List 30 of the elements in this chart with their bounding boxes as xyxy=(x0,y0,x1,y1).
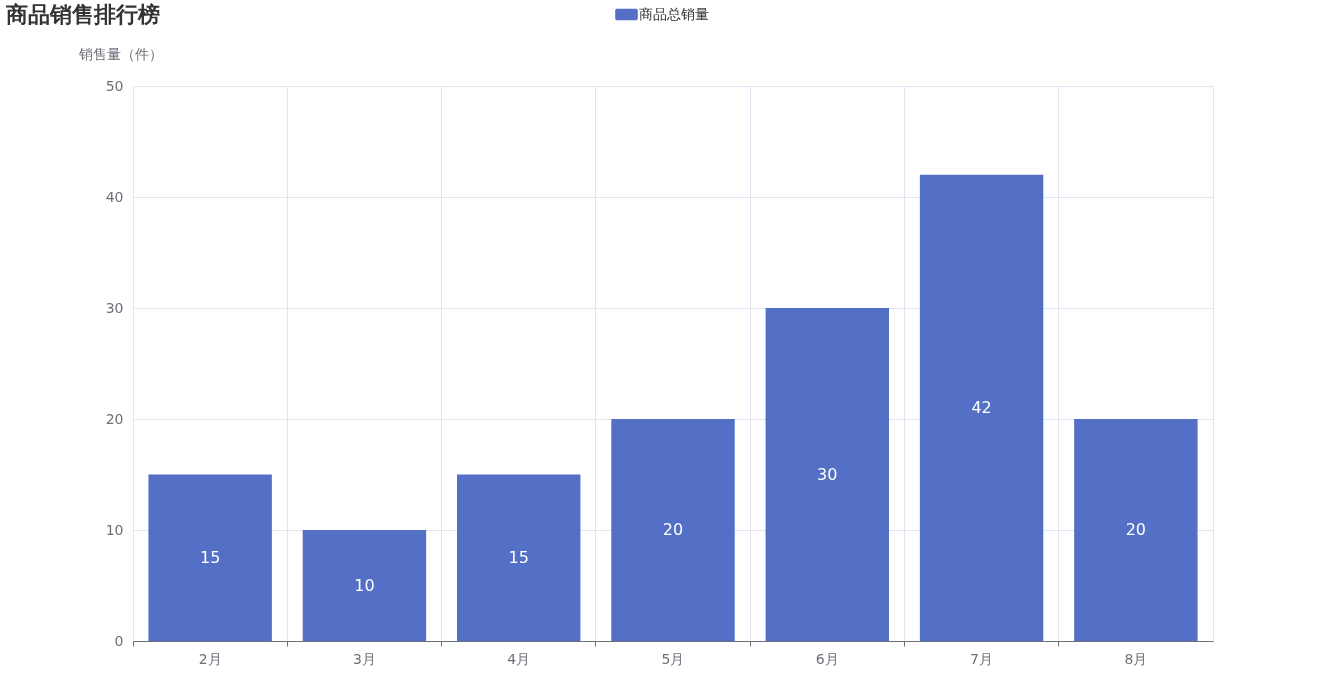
x-tick-label: 2月 xyxy=(198,650,222,667)
data-label: 20 xyxy=(1125,520,1147,539)
data-label: 10 xyxy=(354,575,375,595)
data-label: 42 xyxy=(971,397,992,417)
data-label: 30 xyxy=(817,464,838,484)
y-tick-label: 0 xyxy=(114,632,124,649)
data-label: 15 xyxy=(508,547,529,567)
bar xyxy=(302,530,427,641)
data-label: 20 xyxy=(662,520,684,539)
bar xyxy=(1074,419,1198,641)
y-axis-title: 销售量（件） xyxy=(77,45,163,62)
y-tick-label: 50 xyxy=(105,77,124,94)
bar xyxy=(457,474,581,641)
bar xyxy=(765,308,889,641)
bar xyxy=(611,419,735,641)
y-tick-label: 10 xyxy=(105,521,124,538)
x-tick-label: 7月 xyxy=(970,650,994,667)
y-tick-label: 40 xyxy=(105,188,124,205)
bar xyxy=(919,174,1044,641)
x-tick-label: 3月 xyxy=(352,650,376,667)
x-tick-label: 5月 xyxy=(661,650,685,667)
chart-title: 商品销售排行榜 xyxy=(6,1,160,29)
y-tick-label: 20 xyxy=(105,410,124,427)
x-tick-label: 4月 xyxy=(507,650,531,667)
data-label: 15 xyxy=(199,547,221,567)
x-tick-label: 6月 xyxy=(815,650,839,667)
x-tick-label: 8月 xyxy=(1124,650,1148,667)
legend-label: 商品总销量 xyxy=(639,5,709,22)
bar xyxy=(148,474,272,641)
y-tick-label: 30 xyxy=(105,299,124,316)
